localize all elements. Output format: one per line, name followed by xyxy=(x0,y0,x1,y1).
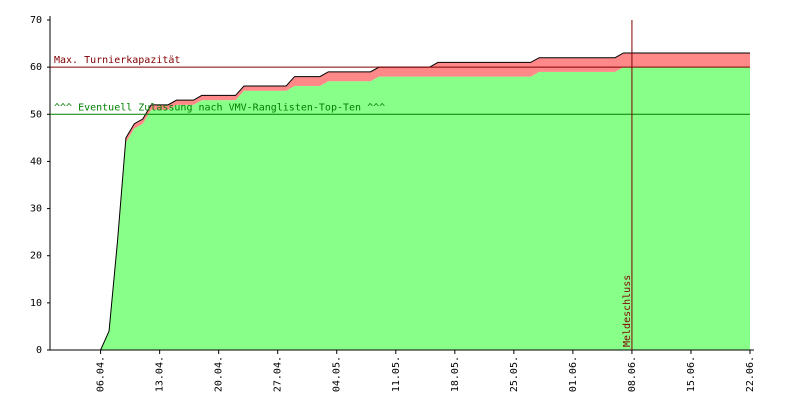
reference-label: Max. Turnierkapazität xyxy=(54,55,180,66)
x-tick-label: 27.04. xyxy=(273,356,284,392)
x-tick-label: 13.04. xyxy=(155,356,166,392)
y-tick-label: 0 xyxy=(36,345,42,356)
x-tick-label: 25.05. xyxy=(509,356,520,392)
x-tick-label: 06.04. xyxy=(96,356,107,392)
y-tick-label: 30 xyxy=(30,204,42,215)
x-tick-label: 11.05. xyxy=(391,356,402,392)
area xyxy=(50,67,750,351)
x-tick-label: 20.04. xyxy=(214,356,225,392)
reference-label: ^^^ Eventuell Zulassung nach VMV-Ranglis… xyxy=(54,102,385,113)
x-tick-label: 18.05. xyxy=(450,356,461,392)
y-tick-label: 40 xyxy=(30,156,42,167)
deadline-label: Meldeschluss xyxy=(622,275,633,347)
y-tick-label: 60 xyxy=(30,62,42,73)
y-tick-label: 20 xyxy=(30,251,42,262)
x-tick-label: 08.06. xyxy=(627,356,638,392)
y-tick-label: 70 xyxy=(30,15,42,26)
y-tick-label: 10 xyxy=(30,298,42,309)
y-tick-label: 50 xyxy=(30,109,42,120)
x-tick-label: 04.05. xyxy=(332,356,343,392)
x-tick-label: 22.06. xyxy=(745,356,756,392)
total-line xyxy=(50,52,750,351)
x-tick-label: 15.06. xyxy=(686,356,697,392)
x-tick-label: 01.06. xyxy=(568,356,579,392)
